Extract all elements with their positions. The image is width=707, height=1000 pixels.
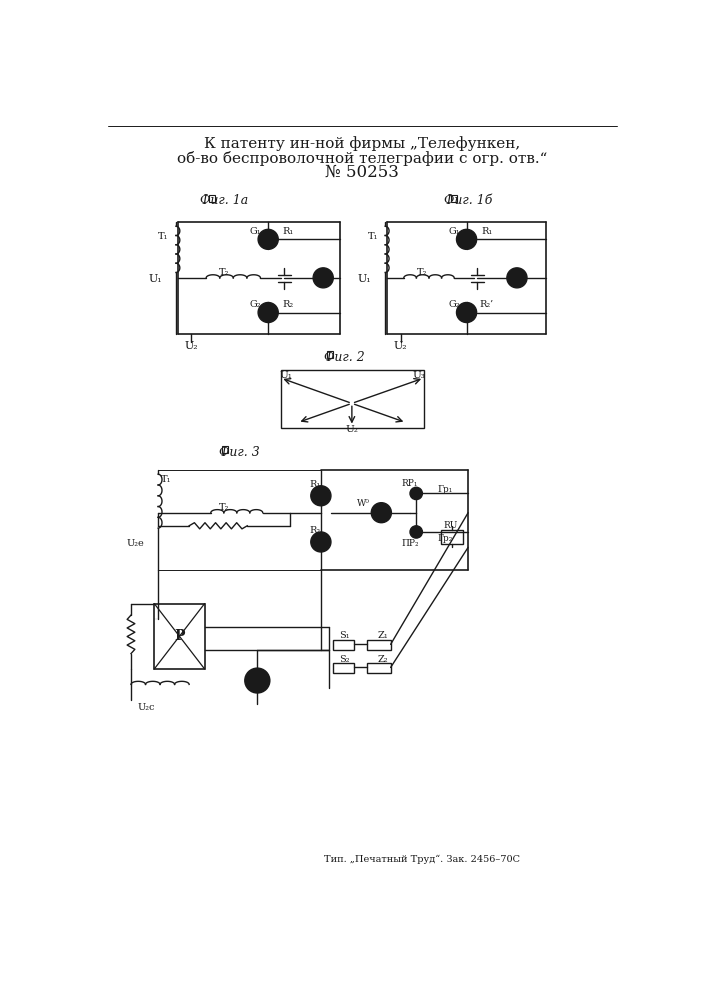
Bar bbox=[368, 640, 391, 650]
Circle shape bbox=[507, 268, 527, 288]
Text: RP₁: RP₁ bbox=[402, 479, 418, 488]
Text: Z₂: Z₂ bbox=[378, 654, 388, 664]
Circle shape bbox=[410, 526, 422, 538]
Bar bbox=[222, 446, 228, 453]
Text: R₂: R₂ bbox=[310, 526, 321, 535]
Text: U₂: U₂ bbox=[346, 425, 358, 434]
Text: Фиг. 2: Фиг. 2 bbox=[324, 351, 365, 364]
Text: R₁: R₁ bbox=[283, 227, 294, 236]
Text: R₁: R₁ bbox=[481, 227, 492, 236]
Text: T₂: T₂ bbox=[218, 268, 229, 277]
Text: об-во беспроволочной телеграфии с огр. отв.“: об-во беспроволочной телеграфии с огр. о… bbox=[177, 151, 547, 166]
Bar bbox=[281, 370, 424, 428]
Text: U₁: U₁ bbox=[279, 371, 293, 380]
Circle shape bbox=[245, 668, 270, 693]
Circle shape bbox=[311, 532, 331, 552]
Text: К патенту ин-ной фирмы „Телефункен,: К патенту ин-ной фирмы „Телефункен, bbox=[204, 136, 520, 151]
Text: № 50253: № 50253 bbox=[325, 164, 399, 181]
Text: R₂’: R₂’ bbox=[479, 300, 493, 309]
Text: S₂: S₂ bbox=[339, 654, 349, 664]
Text: J: J bbox=[380, 508, 383, 517]
Text: R₁: R₁ bbox=[310, 480, 321, 489]
Text: J: J bbox=[515, 273, 519, 282]
Text: Z₁: Z₁ bbox=[378, 631, 388, 640]
Text: P: P bbox=[174, 629, 185, 643]
Text: U₂e: U₂e bbox=[127, 539, 144, 548]
Text: U₂: U₂ bbox=[394, 341, 407, 351]
Text: T₂: T₂ bbox=[218, 503, 229, 512]
Bar bbox=[154, 604, 204, 669]
Circle shape bbox=[313, 268, 333, 288]
Circle shape bbox=[410, 487, 422, 500]
Text: R₂: R₂ bbox=[283, 300, 294, 309]
Bar bbox=[451, 195, 457, 202]
Text: Фиг. 1б: Фиг. 1б bbox=[444, 194, 492, 207]
Circle shape bbox=[258, 302, 279, 323]
Text: Гр₂: Гр₂ bbox=[437, 534, 452, 543]
Text: U₁: U₁ bbox=[148, 274, 162, 284]
Bar bbox=[441, 530, 462, 544]
Text: Тип. „Печатный Труд“. Зак. 2456–70С: Тип. „Печатный Труд“. Зак. 2456–70С bbox=[324, 855, 520, 864]
Circle shape bbox=[457, 229, 477, 249]
Bar bbox=[332, 663, 354, 673]
Text: ~: ~ bbox=[251, 674, 264, 688]
Bar bbox=[327, 351, 333, 358]
Text: Фиг. 3: Фиг. 3 bbox=[219, 446, 260, 459]
Text: U₂: U₂ bbox=[185, 341, 198, 351]
Text: G₂: G₂ bbox=[448, 300, 460, 309]
Text: Гр₁: Гр₁ bbox=[437, 485, 452, 494]
Text: S₁: S₁ bbox=[339, 631, 349, 640]
Text: U₁: U₁ bbox=[358, 274, 371, 284]
Bar bbox=[368, 663, 391, 673]
Circle shape bbox=[371, 503, 392, 523]
Circle shape bbox=[457, 302, 477, 323]
Text: ПP₂: ПP₂ bbox=[401, 539, 419, 548]
Text: RU: RU bbox=[443, 521, 457, 530]
Text: U₂с: U₂с bbox=[138, 703, 156, 712]
Circle shape bbox=[311, 486, 331, 506]
Text: G₁: G₁ bbox=[249, 227, 261, 236]
Circle shape bbox=[258, 229, 279, 249]
Text: Фиг. 1а: Фиг. 1а bbox=[200, 194, 248, 207]
Text: T₁: T₁ bbox=[368, 232, 378, 241]
Text: T₁: T₁ bbox=[160, 475, 171, 484]
Text: T₂: T₂ bbox=[416, 268, 427, 277]
Text: U₃: U₃ bbox=[413, 371, 426, 380]
Text: G₂: G₂ bbox=[250, 300, 261, 309]
Text: RU: RU bbox=[316, 273, 330, 282]
Text: W⁰: W⁰ bbox=[357, 499, 370, 508]
Bar bbox=[332, 640, 354, 650]
Text: T₁: T₁ bbox=[158, 232, 169, 241]
Bar bbox=[209, 195, 215, 202]
Text: G₁: G₁ bbox=[448, 227, 460, 236]
